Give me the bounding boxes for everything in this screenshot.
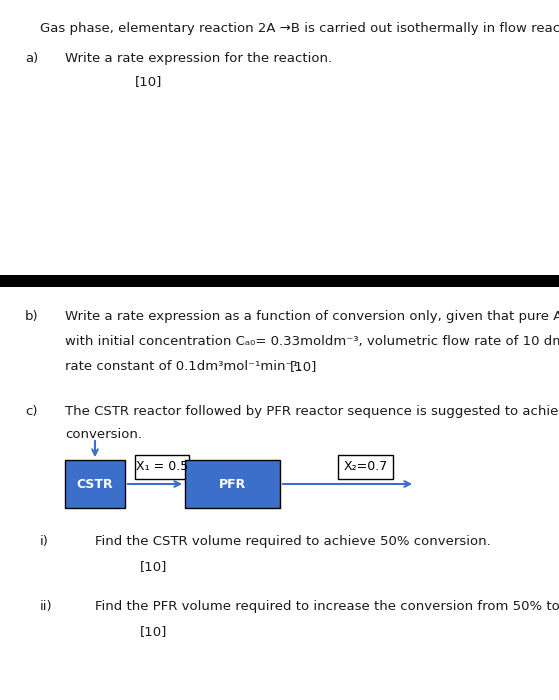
Text: i): i) — [40, 535, 49, 548]
Bar — [0, 275, 559, 287]
Text: [10]: [10] — [140, 625, 167, 638]
Text: with initial concentration Cₐ₀= 0.33moldm⁻³, volumetric flow rate of 10 dm³min⁻¹: with initial concentration Cₐ₀= 0.33mold… — [65, 335, 559, 348]
Text: PFR: PFR — [219, 477, 246, 491]
Text: conversion.: conversion. — [65, 428, 142, 441]
Text: Find the CSTR volume required to achieve 50% conversion.: Find the CSTR volume required to achieve… — [95, 535, 491, 548]
Text: ii): ii) — [40, 600, 53, 613]
Text: [10]: [10] — [135, 75, 162, 88]
Text: X₂=0.7: X₂=0.7 — [343, 461, 387, 473]
Text: CSTR: CSTR — [77, 477, 113, 491]
Text: The CSTR reactor followed by PFR reactor sequence is suggested to achieve overal: The CSTR reactor followed by PFR reactor… — [65, 405, 559, 418]
Text: Write a rate expression for the reaction.: Write a rate expression for the reaction… — [65, 52, 332, 65]
Bar — [65, 460, 125, 508]
Text: [10]: [10] — [140, 560, 167, 573]
Bar — [185, 460, 280, 508]
Text: Find the PFR volume required to increase the conversion from 50% to 70%.: Find the PFR volume required to increase… — [95, 600, 559, 613]
Text: X₁ = 0.5: X₁ = 0.5 — [136, 461, 188, 473]
Text: b): b) — [25, 310, 39, 323]
Text: c): c) — [25, 405, 37, 418]
Text: rate constant of 0.1dm³mol⁻¹min⁻¹.: rate constant of 0.1dm³mol⁻¹min⁻¹. — [65, 360, 302, 373]
Text: [10]: [10] — [290, 360, 318, 373]
Text: Write a rate expression as a function of conversion only, given that pure A is f: Write a rate expression as a function of… — [65, 310, 559, 323]
Bar — [135, 455, 189, 479]
Text: Gas phase, elementary reaction 2A →B is carried out isothermally in flow reactor: Gas phase, elementary reaction 2A →B is … — [40, 22, 559, 35]
Bar — [338, 455, 393, 479]
Text: a): a) — [25, 52, 38, 65]
